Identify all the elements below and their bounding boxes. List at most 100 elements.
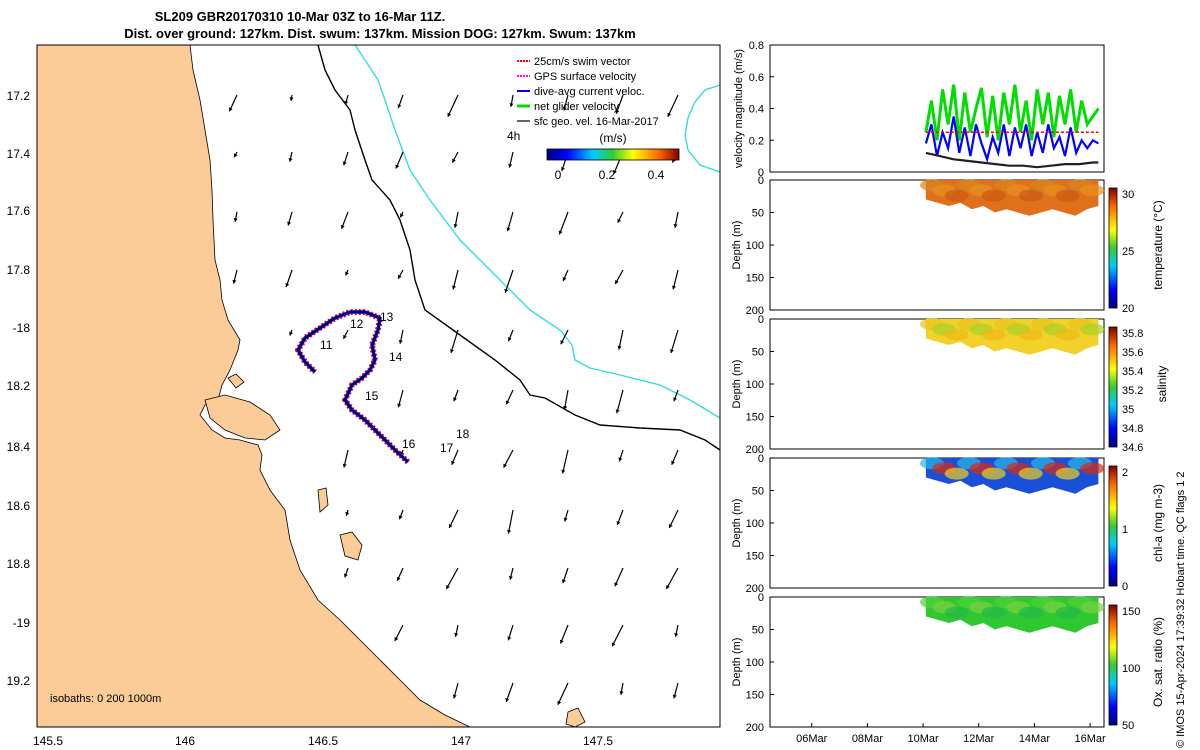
figure-title-line2: Dist. over ground: 127km. Dist. swum: 13… bbox=[124, 26, 636, 41]
profile-data-blob bbox=[944, 606, 969, 619]
velocity-vector-head bbox=[454, 632, 459, 637]
velocity-vector-head bbox=[614, 582, 619, 587]
velocity-vector-head bbox=[557, 700, 562, 705]
velocity-vector-head bbox=[503, 463, 508, 468]
profile-data-blob bbox=[1018, 606, 1043, 619]
depth-tick-label: 50 bbox=[752, 625, 764, 637]
figure-title-line1: SL209 GBR20170310 10-Mar 03Z to 16-Mar 1… bbox=[154, 9, 446, 24]
isobath-1000m-east bbox=[684, 84, 720, 173]
day-label-17: 17 bbox=[440, 441, 454, 455]
profile-colorbar bbox=[1108, 326, 1118, 448]
velocity-vector-head bbox=[342, 463, 347, 468]
colorbar-tick-label: 35.2 bbox=[1122, 385, 1143, 397]
lat-tick: -19 bbox=[13, 616, 31, 630]
colorbar-axis-label: chl-a (mg m-3) bbox=[1151, 484, 1165, 562]
profile-data-blob bbox=[981, 328, 1006, 341]
velocity-vector-head bbox=[342, 161, 347, 166]
day-label-16: 16 bbox=[402, 437, 416, 451]
velocity-y-label: velocity magnitude (m/s) bbox=[733, 49, 745, 168]
velocity-vector-head bbox=[398, 274, 402, 279]
velocity-vector-head bbox=[285, 283, 290, 288]
legend-label-swim: 25cm/s swim vector bbox=[534, 56, 631, 68]
date-tick-label: 12Mar bbox=[963, 733, 995, 745]
velocity-vector-head bbox=[617, 345, 622, 350]
colorbar-tick: 0 bbox=[555, 168, 562, 182]
surface-velocity-vectors bbox=[228, 94, 679, 706]
colorbar-axis-label: salinity bbox=[1155, 366, 1169, 403]
velocity-vector bbox=[667, 94, 679, 118]
depth-tick-label: 200 bbox=[746, 583, 764, 595]
velocity-vector-head bbox=[343, 334, 347, 339]
velocity-vector-head bbox=[619, 691, 624, 695]
colorbar-tick-label: 50 bbox=[1122, 720, 1134, 732]
velocity-vector-head bbox=[504, 288, 509, 293]
velocity-vector-head bbox=[343, 573, 348, 578]
footer-credit: © IMOS 15-Apr-2024 17:39:32 Hobart time.… bbox=[1175, 471, 1187, 748]
velocity-vector-head bbox=[674, 632, 679, 637]
isobath-200m bbox=[317, 45, 720, 451]
velocity-vector-head bbox=[666, 584, 670, 589]
velocity-vector-head bbox=[615, 279, 619, 284]
profile-data-blob bbox=[1080, 462, 1105, 475]
colorbar-tick-label: 2 bbox=[1122, 467, 1128, 479]
velocity-vector-head bbox=[505, 400, 510, 405]
island bbox=[317, 487, 329, 513]
velocity-vector-head bbox=[507, 529, 512, 534]
profile-data-blob bbox=[1055, 328, 1080, 341]
lon-tick: 145.5 bbox=[33, 734, 63, 748]
depth-tick-label: 50 bbox=[752, 208, 764, 220]
velocity-vector-head bbox=[447, 112, 452, 117]
colorbar-tick-label: 35.8 bbox=[1122, 328, 1143, 340]
velocity-vector-head bbox=[345, 271, 349, 276]
velocity-vector bbox=[665, 567, 679, 590]
velocity-vector-head bbox=[563, 405, 568, 410]
velocity-vector-head bbox=[509, 103, 514, 107]
map-lon-axis: 145.5 146 146.5 147 147.5 bbox=[33, 734, 613, 748]
colorbar-tick-label: 35.6 bbox=[1122, 347, 1143, 359]
colorbar-tick-label: 25 bbox=[1122, 246, 1134, 258]
velocity-vector-head bbox=[617, 218, 622, 223]
depth-tick-label: 0 bbox=[758, 314, 764, 326]
velocity-vector-head bbox=[505, 697, 510, 702]
velocity-vector-head bbox=[453, 223, 458, 228]
day-label-15: 15 bbox=[365, 389, 379, 403]
depth-axis-label: Depth (m) bbox=[731, 221, 743, 270]
velocity-vector-head bbox=[667, 112, 672, 117]
velocity-vector-head bbox=[670, 349, 674, 353]
lat-tick: 18.2 bbox=[7, 379, 31, 393]
profile-data-blob bbox=[1055, 467, 1080, 480]
velocity-vector-head bbox=[506, 227, 511, 232]
velocity-vector-head bbox=[400, 213, 404, 218]
velocity-vector-head bbox=[618, 457, 623, 462]
day-label-12: 12 bbox=[350, 317, 364, 331]
velocity-y-tick-label: 0.4 bbox=[749, 104, 764, 116]
velocity-vector bbox=[507, 509, 514, 534]
day-label-14: 14 bbox=[389, 350, 403, 364]
depth-tick-label: 150 bbox=[746, 273, 764, 285]
day-label-11: 11 bbox=[320, 338, 333, 352]
lat-tick: 17.2 bbox=[7, 89, 31, 103]
velocity-vector-head bbox=[453, 397, 458, 402]
date-tick-label: 06Mar bbox=[796, 733, 828, 745]
colorbar-tick-label: 20 bbox=[1122, 303, 1134, 315]
velocity-vector-head bbox=[561, 469, 566, 474]
profile-colorbar bbox=[1108, 465, 1118, 587]
profile-colorbar bbox=[1108, 604, 1118, 726]
lat-tick: 19.2 bbox=[7, 674, 31, 688]
map-lat-axis: 17.2 17.4 17.6 17.8 -18 18.2 18.4 18.6 1… bbox=[7, 89, 31, 688]
velocity-vector bbox=[445, 567, 459, 590]
lat-tick: 18.4 bbox=[7, 440, 31, 454]
legend-label-gps: GPS surface velocity bbox=[534, 71, 637, 83]
colorbar-tick-label: 35.4 bbox=[1122, 366, 1143, 378]
velocity-vector-head bbox=[228, 107, 233, 112]
island bbox=[339, 531, 363, 561]
velocity-vector-head bbox=[288, 157, 293, 162]
velocity-vector bbox=[670, 329, 679, 354]
legend-label-net: net glider velocity bbox=[534, 101, 619, 113]
day-labels: 11 12 13 14 15 16 17 18 bbox=[320, 310, 470, 455]
colorbar-tick: 0.2 bbox=[599, 168, 616, 182]
profile-data-blob bbox=[981, 189, 1006, 202]
day-label-13: 13 bbox=[380, 310, 394, 324]
velocity-vector-head bbox=[613, 170, 617, 175]
velocity-vector-head bbox=[289, 97, 294, 101]
